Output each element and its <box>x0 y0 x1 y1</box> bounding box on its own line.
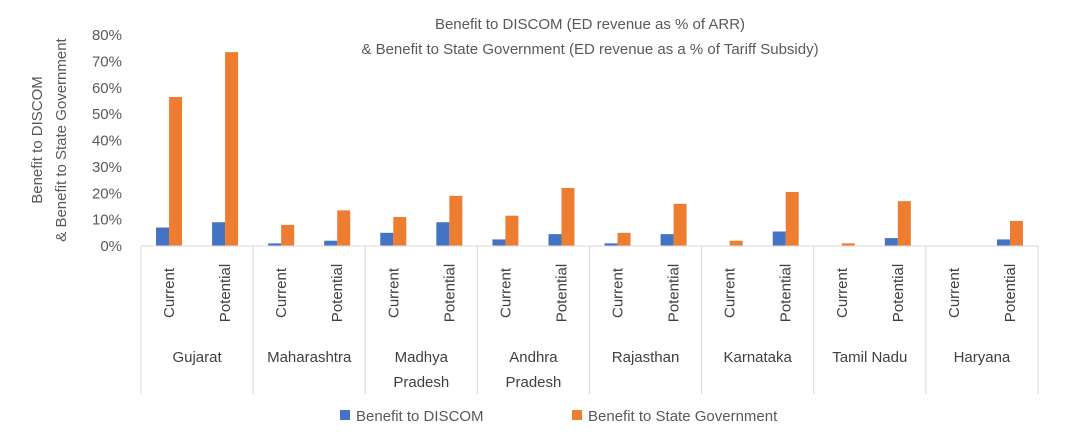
sub-category-label: Current <box>385 267 402 318</box>
group-label: Pradesh <box>393 374 449 391</box>
bar-discom <box>212 222 226 246</box>
bar-discom <box>604 243 618 246</box>
bar-state-government <box>505 215 519 246</box>
bar-state-government <box>393 216 407 246</box>
sub-category-label: Potential <box>666 264 683 322</box>
sub-category-label: Potential <box>217 264 234 322</box>
y-tick-label: 70% <box>92 53 122 70</box>
y-tick-label: 50% <box>92 106 122 123</box>
bar-state-government <box>785 191 799 246</box>
sub-category-label: Current <box>610 267 627 318</box>
bar-discom <box>548 234 562 246</box>
y-axis-label-line-1: Benefit to DISCOM <box>29 76 46 204</box>
x-axis-labels: Current Potential Gujarat Current Potential M… <box>161 264 1019 391</box>
bar-state-government <box>617 232 631 246</box>
bar-state-government <box>729 240 743 246</box>
group-label: Andhra <box>509 349 558 366</box>
bar-state-government <box>1009 220 1023 246</box>
sub-category-label: Current <box>722 267 739 318</box>
y-tick-label: 0% <box>100 238 122 255</box>
group-label: Maharashtra <box>267 349 352 366</box>
bar-state-government <box>225 52 239 246</box>
group-label: Pradesh <box>506 374 562 391</box>
bar-discom <box>380 232 394 246</box>
bar-discom <box>772 231 786 246</box>
sub-category-label: Potential <box>1002 264 1019 322</box>
group-label: Haryana <box>954 349 1011 366</box>
sub-category-label: Potential <box>890 264 907 322</box>
chart-title-line-2: & Benefit to State Government (ED revenu… <box>361 41 818 58</box>
bar-discom <box>884 238 898 246</box>
bar-state-government <box>841 243 855 246</box>
bar-state-government <box>449 195 463 246</box>
group-label: Gujarat <box>172 349 222 366</box>
bar-state-government <box>337 210 351 246</box>
bar-discom <box>156 227 170 246</box>
bar-discom <box>660 234 674 246</box>
y-tick-label: 10% <box>92 212 122 229</box>
bar-state-government <box>673 203 687 246</box>
bar-discom <box>996 239 1010 246</box>
chart-title-line-1: Benefit to DISCOM (ED revenue as % of AR… <box>435 16 745 33</box>
y-tick-label: 40% <box>92 133 122 150</box>
y-tick-label: 20% <box>92 185 122 202</box>
legend-swatch <box>340 410 350 420</box>
bar-discom <box>324 240 338 246</box>
y-tick-label: 80% <box>92 27 122 44</box>
sub-category-label: Potential <box>553 264 570 322</box>
bar-discom <box>436 222 450 246</box>
group-label: Madhya <box>395 349 449 366</box>
bar-discom <box>492 239 506 246</box>
bar-state-government <box>169 96 183 246</box>
y-tick-label: 30% <box>92 159 122 176</box>
sub-category-label: Current <box>497 267 514 318</box>
sub-category-label: Current <box>946 267 963 318</box>
group-label: Tamil Nadu <box>832 349 907 366</box>
sub-category-label: Current <box>161 267 178 318</box>
legend-label: Benefit to State Government <box>588 408 778 425</box>
sub-category-label: Current <box>273 267 290 318</box>
sub-category-label: Potential <box>329 264 346 322</box>
sub-category-label: Potential <box>441 264 458 322</box>
sub-category-label: Potential <box>778 264 795 322</box>
bar-state-government <box>281 224 295 246</box>
bar-state-government <box>561 187 575 246</box>
bars <box>156 52 1023 246</box>
legend-swatch <box>572 410 582 420</box>
group-label: Karnataka <box>723 349 792 366</box>
y-axis-ticks: 0% 10% 20% 30% 40% 50% 60% 70% 80% <box>92 27 122 255</box>
y-tick-label: 60% <box>92 80 122 97</box>
group-label: Rajasthan <box>612 349 680 366</box>
sub-category-label: Current <box>834 267 851 318</box>
legend-label: Benefit to DISCOM <box>356 408 484 425</box>
bar-state-government <box>897 201 911 246</box>
legend: Benefit to DISCOM Benefit to State Govern… <box>340 408 778 425</box>
bar-discom <box>268 243 282 246</box>
y-axis-label-line-2: & Benefit to State Government <box>53 37 70 241</box>
axes <box>140 245 1039 394</box>
